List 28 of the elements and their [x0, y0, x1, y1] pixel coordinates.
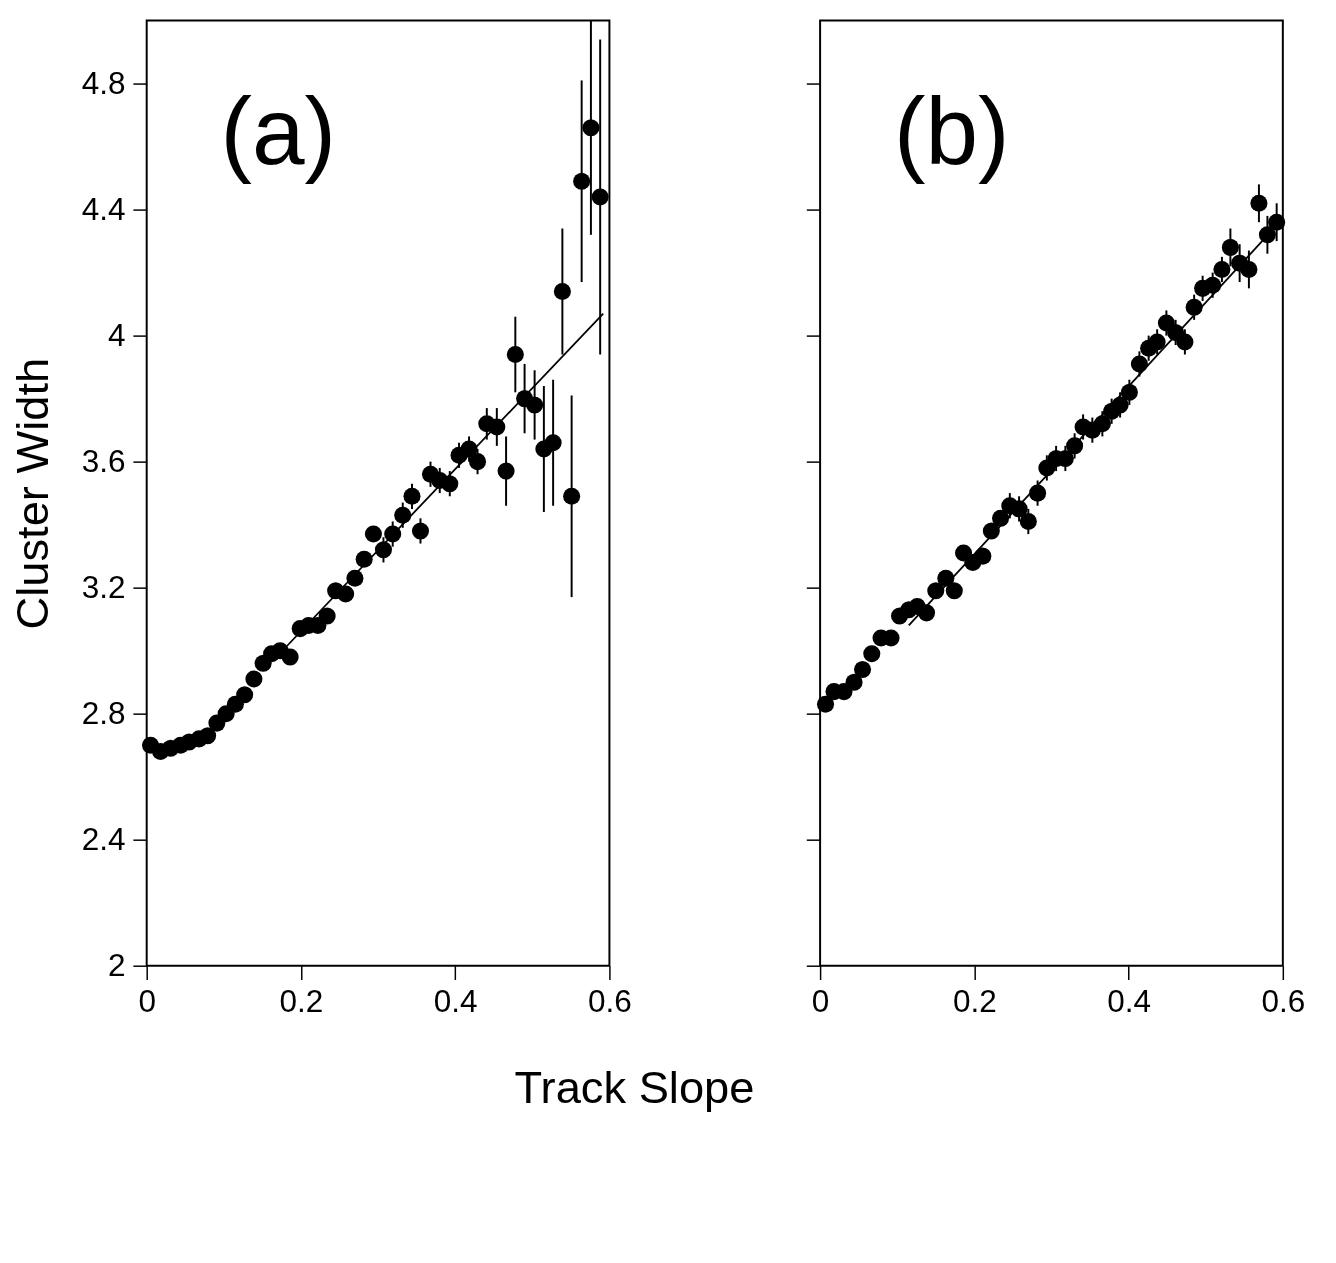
x-tick-label: 0.2 — [279, 983, 324, 1020]
x-tick-label: 0 — [138, 983, 156, 1020]
point — [364, 525, 382, 543]
y-tick-label: 3.6 — [81, 442, 126, 479]
y-tick-label: 2 — [108, 947, 126, 984]
point — [945, 582, 963, 600]
x-tick-label: 0.6 — [588, 983, 632, 1020]
y-axis-title: Cluster Width — [7, 357, 59, 630]
y-tick-label: 4.8 — [81, 64, 126, 101]
point — [854, 661, 872, 679]
x-axis-title: Track Slope — [514, 1062, 755, 1114]
y-tick-label: 4 — [108, 316, 126, 353]
point — [863, 645, 881, 663]
point — [236, 686, 254, 704]
y-tick-label: 2.4 — [81, 821, 126, 858]
point — [245, 670, 263, 688]
y-tick-label: 2.8 — [81, 695, 126, 732]
annotation: (a) — [220, 78, 337, 185]
point — [816, 695, 835, 713]
y-tick-label: 3.2 — [81, 568, 126, 605]
point — [281, 648, 299, 666]
x-tick-label: 0 — [811, 983, 830, 1020]
x-tick-label: 0.6 — [1261, 983, 1306, 1020]
x-tick-label: 0.4 — [433, 983, 478, 1020]
annotation: (b) — [893, 78, 1010, 185]
y-tick-label: 4.4 — [81, 190, 126, 227]
x-tick-label: 0.2 — [952, 983, 997, 1020]
x-tick-label: 0.4 — [1107, 983, 1151, 1020]
